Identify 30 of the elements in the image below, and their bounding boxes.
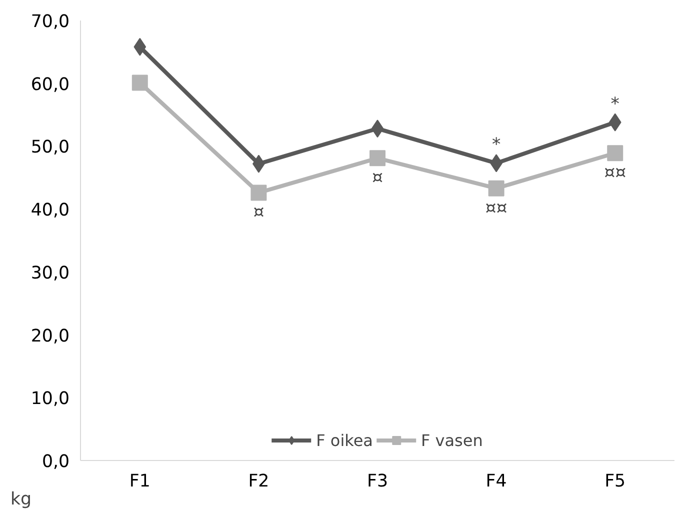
y-tick-label: 30,0 (30, 263, 70, 284)
annotation: * (610, 94, 620, 114)
y-tick-label: 50,0 (30, 138, 70, 158)
y-tick-label: 40,0 (30, 200, 70, 221)
legend-label: F oikea (316, 430, 373, 450)
y-tick-label: 60,0 (30, 74, 70, 95)
point (608, 113, 622, 132)
y-tick-label: 0,0 (42, 452, 70, 472)
point (370, 150, 386, 166)
annotation: ¤ (253, 202, 264, 223)
x-tick-label: F2 (248, 472, 270, 492)
x-tick-label: F4 (486, 472, 507, 492)
point (607, 145, 624, 162)
point (371, 120, 384, 138)
y-tick-label: 20,0 (30, 326, 70, 346)
point (134, 38, 146, 56)
annotation: ¤ (372, 168, 384, 188)
annotation: ¤¤ (604, 163, 626, 184)
legend-label: F vasen (420, 430, 483, 450)
x-tick-label: F5 (604, 472, 626, 492)
point (250, 184, 267, 201)
annotation: * (492, 135, 501, 156)
y-tick-label: 70,0 (30, 12, 70, 32)
point (488, 180, 504, 196)
annotation: ¤¤ (485, 198, 508, 218)
y-axis-title: kg (10, 490, 32, 510)
x-tick-label: F1 (129, 472, 150, 492)
x-tick-label: F3 (367, 472, 388, 492)
y-tick-label: 10,0 (30, 389, 70, 410)
point (132, 74, 148, 91)
